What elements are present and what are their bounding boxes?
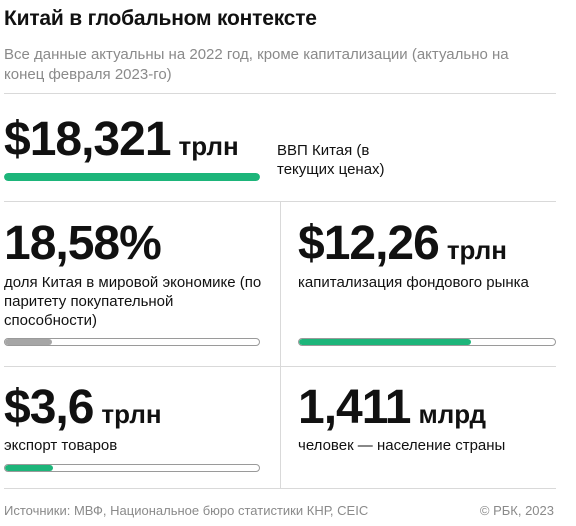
stat-value-share: 18,58% xyxy=(4,217,162,270)
footer-sources: Источники: МВФ, Национальное бюро статис… xyxy=(4,503,369,518)
stat-value-gdp: $18,321 трлн xyxy=(4,115,239,171)
stat-bar-fill-cap xyxy=(299,339,471,345)
stat-label-share: доля Китая в мировой экономике (по парит… xyxy=(4,274,262,329)
stat-bar-gdp xyxy=(4,173,260,181)
stat-label-gdp: ВВП Китая (в текущих ценах) xyxy=(277,142,385,178)
stat-bar-share xyxy=(4,338,260,346)
stat-value-export: $3,6 трлн xyxy=(4,383,162,439)
stat-bar-cap xyxy=(298,338,556,346)
stat-value-population: 1,411 млрд xyxy=(298,383,486,439)
stat-number-population: 1,411 xyxy=(298,381,411,434)
stat-unit-export: трлн xyxy=(101,399,162,429)
footer-copyright: © РБК, 2023 xyxy=(479,503,554,518)
stat-number-cap: $12,26 xyxy=(298,217,440,270)
stat-number-export: $3,6 xyxy=(4,381,94,434)
stat-number-gdp: $18,321 xyxy=(4,113,172,166)
stat-unit-population: млрд xyxy=(418,399,486,429)
stat-bar-export xyxy=(4,464,260,472)
stat-number-share: 18,58% xyxy=(4,217,162,270)
stat-label-cap: капитализация фондового рынка xyxy=(298,274,529,291)
stat-label-population: человек — население страны xyxy=(298,437,506,454)
divider-mid-2 xyxy=(4,366,556,367)
divider-vertical xyxy=(280,201,281,488)
page-subtitle: Все данные актуальны на 2022 год, кроме … xyxy=(4,46,509,83)
stat-value-cap: $12,26 трлн xyxy=(298,219,507,275)
page-title: Китай в глобальном контексте xyxy=(4,7,317,30)
stat-bar-fill-export xyxy=(5,465,54,471)
stat-unit-gdp: трлн xyxy=(178,131,239,161)
divider-bottom xyxy=(4,488,556,489)
stat-label-export: экспорт товаров xyxy=(4,437,118,454)
stat-unit-cap: трлн xyxy=(446,235,508,265)
divider-top xyxy=(4,93,556,94)
stat-bar-fill-share xyxy=(5,339,53,345)
stat-bar-fill-gdp xyxy=(4,173,260,181)
